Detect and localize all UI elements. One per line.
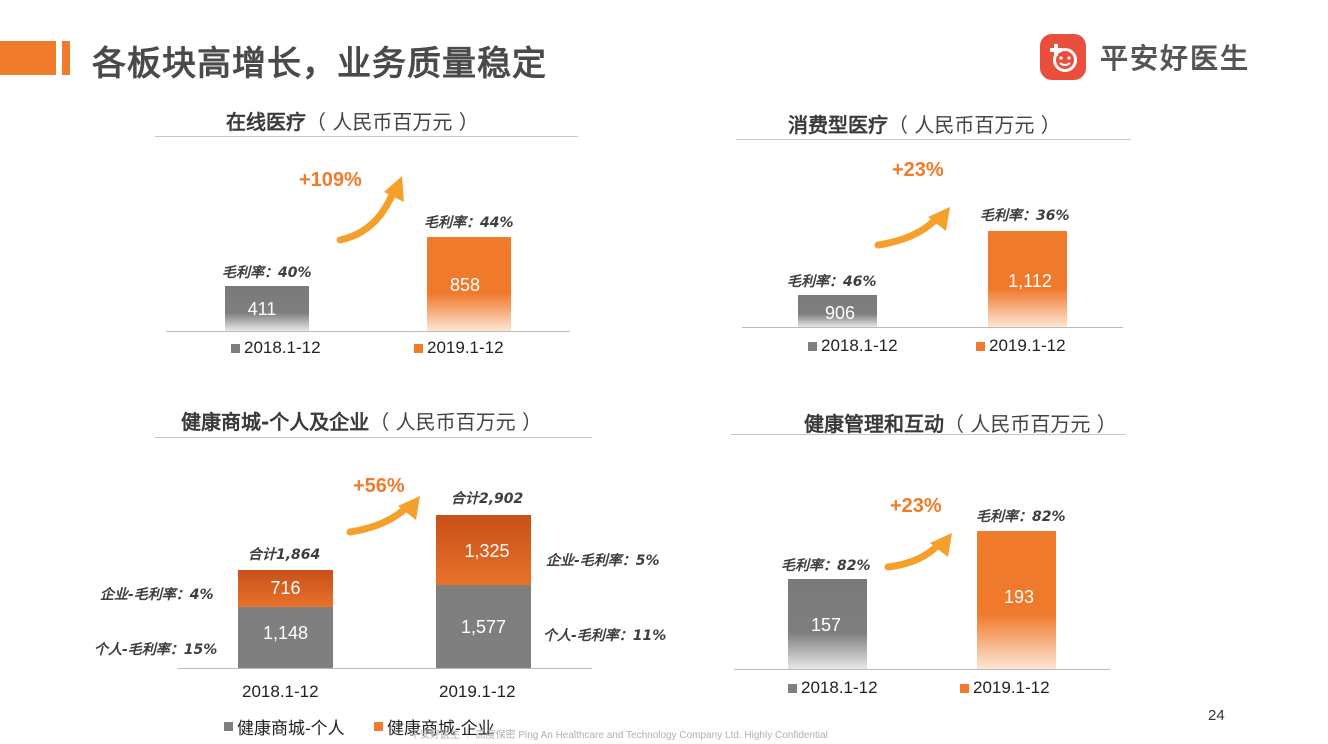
total-label: 合计1,864 — [248, 547, 321, 563]
growth-arrow-icon — [346, 496, 420, 536]
chart-title-online: 在线医疗（ 人民币百万元 ） — [226, 106, 479, 135]
legend-item-2018: 2018.1-12 — [788, 678, 878, 698]
bar-mall-personal-2019 — [436, 585, 531, 668]
chart-unit-mall: （ 人民币百万元 ） — [369, 410, 543, 434]
legend-swatch — [976, 341, 985, 351]
legend-label: 2018.1-12 — [244, 338, 321, 357]
title-rule — [736, 139, 1131, 140]
bar-consumer-2018 — [798, 295, 877, 327]
value-label: 906 — [824, 303, 856, 323]
margin-label: 个人-毛利率：11% — [543, 628, 667, 644]
legend-label: 健康商城-个人 — [237, 719, 345, 738]
legend-swatch — [414, 343, 423, 353]
header-accent-bar-small — [62, 41, 70, 75]
growth-label-health-mgmt: +23% — [890, 495, 942, 517]
margin-label: 毛利率：36% — [980, 208, 1070, 224]
value-label: 157 — [810, 615, 842, 635]
legend-label: 2019.1-12 — [427, 338, 504, 357]
value-label: 411 — [247, 299, 277, 319]
header-accent-bar — [0, 41, 56, 75]
x-tick-label: 2018.1-12 — [242, 682, 319, 701]
logo-icon — [1040, 34, 1086, 80]
axis-baseline — [734, 669, 1110, 670]
legend-swatch — [224, 722, 233, 731]
title-rule — [731, 434, 1126, 435]
page-title: 各板块高增长，业务质量稳定 — [92, 44, 547, 84]
legend-label: 2019.1-12 — [973, 678, 1050, 697]
logo: 平安好医生 — [1040, 34, 1250, 80]
margin-label: 企业-毛利率：5% — [546, 553, 660, 569]
margin-label: 毛利率：40% — [222, 265, 312, 281]
value-label: 1,577 — [460, 617, 507, 637]
chart-unit-health-mgmt: （ 人民币百万元 ） — [944, 412, 1117, 436]
legend-label: 健康商城-企业 — [387, 719, 495, 738]
bar-mall-personal-2018 — [238, 607, 333, 668]
total-label: 合计2,902 — [451, 491, 524, 507]
bar-online-2019 — [427, 237, 511, 331]
legend-swatch — [231, 343, 240, 353]
legend-item-2019: 2019.1-12 — [976, 336, 1066, 356]
growth-label-consumer: +23% — [892, 159, 944, 181]
chart-unit-consumer: （ 人民币百万元 ） — [888, 113, 1061, 137]
legend-item-2018: 2018.1-12 — [231, 338, 321, 358]
legend-label: 2019.1-12 — [989, 336, 1066, 355]
value-label: 716 — [270, 578, 301, 598]
value-label: 1,148 — [262, 623, 309, 643]
margin-label: 个人-毛利率：15% — [94, 642, 218, 658]
legend-item-2019: 2019.1-12 — [960, 678, 1050, 698]
chart-title-consumer-name: 消费型医疗 — [788, 113, 888, 137]
chart-title-health-mgmt: 健康管理和互动（ 人民币百万元 ） — [804, 408, 1117, 437]
legend-swatch — [808, 341, 817, 351]
bar-mall-enterprise-2019 — [436, 515, 531, 585]
title-rule — [155, 136, 578, 137]
growth-label-online: +109% — [299, 169, 362, 191]
bar-online-2018 — [225, 286, 309, 331]
axis-baseline — [178, 668, 592, 669]
margin-label: 毛利率：82% — [781, 558, 871, 574]
axis-baseline — [742, 327, 1123, 328]
title-rule — [155, 437, 592, 438]
margin-label: 毛利率：44% — [424, 215, 514, 231]
margin-label: 毛利率：46% — [787, 274, 877, 290]
legend-label: 2018.1-12 — [801, 678, 878, 697]
growth-arrow-icon — [336, 176, 404, 244]
x-tick-label: 2019.1-12 — [439, 682, 516, 701]
bar-health-mgmt-2018 — [788, 579, 867, 669]
axis-baseline — [166, 331, 570, 332]
confidential-footer: 平安好医生 ｜ 高度保密 Ping An Healthcare and Tech… — [410, 730, 828, 741]
chart-title-mall: 健康商城-个人及企业（ 人民币百万元 ） — [181, 406, 542, 435]
legend-item-enterprise: 健康商城-企业 — [374, 714, 495, 739]
chart-title-mall-name: 健康商城-个人及企业 — [181, 410, 370, 434]
value-label: 1,112 — [1008, 271, 1052, 291]
chart-unit-online: （ 人民币百万元 ） — [306, 110, 479, 134]
value-label: 1,325 — [464, 541, 510, 561]
legend-label: 2018.1-12 — [821, 336, 898, 355]
legend-swatch — [960, 683, 969, 693]
bar-consumer-2019 — [988, 231, 1067, 327]
page-number: 24 — [1208, 707, 1225, 724]
chart-title-health-mgmt-name: 健康管理和互动 — [804, 412, 944, 436]
margin-label: 企业-毛利率：4% — [100, 587, 214, 603]
bar-mall-enterprise-2018 — [238, 570, 333, 607]
legend-swatch — [374, 722, 383, 731]
margin-label: 毛利率：82% — [976, 509, 1066, 525]
growth-arrow-icon — [884, 533, 952, 571]
value-label: 193 — [1003, 587, 1035, 607]
growth-arrow-icon — [874, 207, 950, 249]
legend-swatch — [788, 683, 797, 693]
legend-item-2018: 2018.1-12 — [808, 336, 898, 356]
chart-title-consumer: 消费型医疗（ 人民币百万元 ） — [788, 109, 1061, 138]
legend-item-personal: 健康商城-个人 — [224, 714, 345, 739]
logo-text: 平安好医生 — [1100, 42, 1251, 75]
chart-title-online-name: 在线医疗 — [226, 110, 306, 134]
growth-label-mall: +56% — [353, 475, 405, 497]
legend-item-2019: 2019.1-12 — [414, 338, 504, 358]
bar-health-mgmt-2019 — [977, 531, 1056, 669]
value-label: 858 — [449, 275, 481, 295]
